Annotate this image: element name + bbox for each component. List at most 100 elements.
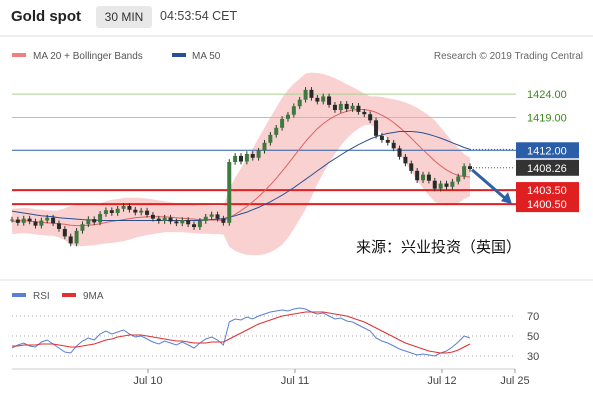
level-tag-1400.50 [516,196,579,213]
candle-body [385,139,390,143]
candle-body [403,156,408,164]
x-tick-label-Jul 25: Jul 25 [500,375,529,387]
candle-body [344,103,349,110]
candle-body [280,118,285,128]
candle-body [92,219,97,223]
candle-body [109,210,114,214]
candle-body [221,218,226,223]
ma20-legend-swatch [12,53,26,57]
candle-body [86,219,91,225]
candle-body [156,218,161,221]
candle-body [450,181,455,187]
ma20-legend-label: MA 20 + Bollinger Bands [33,51,143,62]
rsi-ma-line [12,311,471,354]
candle-body [374,120,379,136]
last-price-tag [516,159,579,176]
level-label-1403.50: 1403.50 [527,185,567,197]
candle-body [80,224,85,231]
candle-body [162,217,167,221]
level-label-1419.00: 1419.00 [527,113,567,125]
candle-body [121,205,126,209]
candle-body [39,220,44,226]
rsi-line [11,307,471,357]
ma50-legend-label: MA 50 [192,51,221,62]
x-axis: Jul 10 Jul 11 Jul 12 Jul 25 [133,369,530,387]
rsi-tick-50: 50 [527,331,539,343]
source-annotation: 来源：兴业投资（英国） [356,239,522,256]
rsi-legend-label: RSI [33,291,50,302]
candle-body [256,150,261,158]
x-tick-label-Jul 11: Jul 11 [281,375,310,387]
level-tag-1403.50 [516,182,579,199]
candle-body [192,224,197,228]
candle-body [444,183,449,187]
candle-body [309,89,314,98]
candle-body [456,176,461,182]
rsi-ma-legend-label: 9MA [83,291,104,302]
timeframe-button[interactable]: 30 MIN [96,6,152,28]
candle-body [391,142,396,149]
candle-body [438,183,443,189]
candle-body [350,105,355,110]
candle-body [268,134,273,143]
candle-body [103,210,108,214]
time-display: 04:53:54 CET [160,9,238,23]
candle-body [197,220,202,228]
candle-body [274,127,279,135]
watermark: Research © 2019 Trading Central [434,51,583,62]
candle-body [239,155,243,162]
candle-body [45,217,50,221]
candle-body [115,208,120,214]
candle-body [21,218,26,223]
candle-body [362,111,367,115]
candle-body [33,221,38,226]
candle-body [415,170,420,181]
candle-body [127,205,132,210]
candle-body [462,166,467,177]
candle-body [244,154,249,162]
x-tick-label-Jul 12: Jul 12 [427,375,456,387]
rsi-tick-30: 30 [527,351,539,363]
level-tag-1412.00 [516,142,579,159]
forecast-arrow-shaft [471,168,507,201]
level-label-1424.00: 1424.00 [527,89,567,101]
candle-body [379,135,384,140]
candle-body [174,221,179,224]
candle-body [303,89,308,100]
candle-body [233,155,238,162]
candle-body [68,236,73,244]
level-label-1400.50: 1400.50 [527,199,567,211]
candle-body [315,97,320,102]
rsi-ma-legend-swatch [62,293,76,297]
candle-body [203,216,208,221]
candle-body [227,161,232,223]
candle-body [74,230,79,244]
candle-body [27,218,32,222]
candle-body [291,106,296,115]
candle-body [62,228,67,237]
candle-body [180,220,185,224]
candle-body [186,220,191,225]
last-price-label: 1408.26 [527,163,567,175]
rsi-plot-area: 70 50 30 [11,307,539,363]
rsi-legend-swatch [12,293,26,297]
rsi-tick-70: 70 [527,311,539,323]
bollinger-band [12,72,470,256]
candle-body [145,210,150,215]
candle-body [426,174,431,181]
candle-body [468,166,472,169]
candle-body [98,213,103,223]
candle-body [15,219,20,223]
forecast-arrow-head [501,192,512,205]
instrument-title: Gold spot [11,8,81,25]
level-label-1412.00: 1412.00 [527,145,567,157]
candle-body [368,114,373,121]
candle-body [139,210,144,213]
candle-body [321,96,326,102]
candle-body [262,142,267,151]
candle-body [51,217,56,224]
x-tick-label-Jul 10: Jul 10 [133,375,162,387]
ma50-legend-swatch [172,53,186,57]
candle-body [338,103,343,111]
